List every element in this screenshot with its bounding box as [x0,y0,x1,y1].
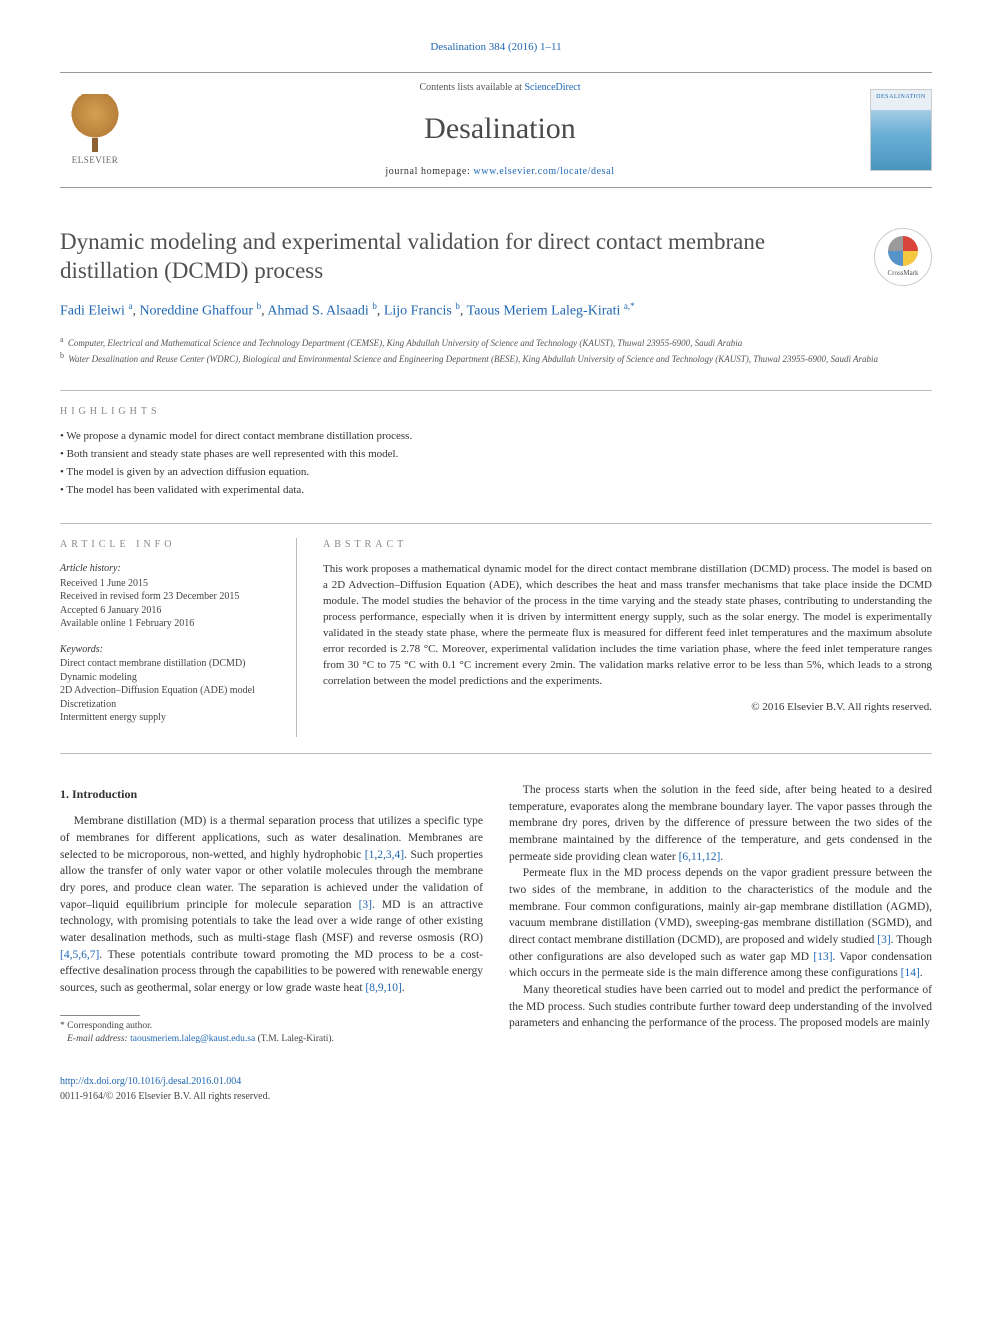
abstract-text: This work proposes a mathematical dynami… [323,562,932,690]
highlight-item: The model has been validated with experi… [60,483,932,499]
page-footer: http://dx.doi.org/10.1016/j.desal.2016.0… [60,1075,932,1104]
journal-name: Desalination [130,107,870,151]
email-author: (T.M. Laleg-Kirati). [258,1034,334,1044]
keywords-block: Keywords: Direct contact membrane distil… [60,643,270,725]
corresponding-footnote: * Corresponding author. E-mail address: … [60,1020,483,1048]
footnote-rule [60,1015,140,1016]
history-line: Accepted 6 January 2016 [60,604,270,618]
history-line: Received 1 June 2015 [60,577,270,591]
article-info-col: article info Article history: Received 1… [60,538,270,737]
author-link[interactable]: Lijo Francis [384,304,452,319]
author-affil-sup: b [372,301,377,311]
citation-link[interactable]: [8,9,10] [365,982,401,994]
author-affil-sup: b [257,301,262,311]
citation-link[interactable]: [3] [877,934,890,946]
homepage-link[interactable]: www.elsevier.com/locate/desal [473,166,614,177]
sciencedirect-link[interactable]: ScienceDirect [524,82,580,93]
abstract-copyright: © 2016 Elsevier B.V. All rights reserved… [323,700,932,716]
citation-link[interactable]: [6,11,12] [679,851,721,863]
affiliation-text: Computer, Electrical and Mathematical Sc… [68,338,742,348]
publisher-name: ELSEVIER [72,154,119,167]
email-label: E-mail address: [67,1034,128,1044]
affiliations: a Computer, Electrical and Mathematical … [60,334,932,365]
journal-reference: Desalination 384 (2016) 1–11 [60,40,932,56]
highlight-item: We propose a dynamic model for direct co… [60,429,932,445]
highlights-section: highlights We propose a dynamic model fo… [60,390,932,499]
body-text-run: . [920,967,923,979]
citation-link[interactable]: [1,2,3,4] [365,849,404,861]
affiliation-text: Water Desalination and Reuse Center (WDR… [68,354,878,364]
citation-link[interactable]: [14] [901,967,920,979]
body-text: 1. Introduction Membrane distillation (M… [60,782,932,1047]
info-abstract-row: article info Article history: Received 1… [60,523,932,754]
contents-line: Contents lists available at ScienceDirec… [130,81,870,96]
corresponding-marker: * [630,301,635,311]
title-row: Dynamic modeling and experimental valida… [60,228,932,286]
citation-link[interactable]: [4,5,6,7] [60,949,99,961]
cover-title: DESALINATION [871,93,931,102]
article-history: Article history: Received 1 June 2015 Re… [60,562,270,631]
affiliation-line: b Water Desalination and Reuse Center (W… [60,350,932,366]
header-center: Contents lists available at ScienceDirec… [130,81,870,180]
issn-copyright: 0011-9164/© 2016 Elsevier B.V. All right… [60,1090,932,1105]
body-paragraph: The process starts when the solution in … [509,782,932,865]
elsevier-tree-icon [70,94,120,144]
authors-line: Fadi Eleiwi a, Noreddine Ghaffour b, Ahm… [60,300,932,322]
body-text-run: . [720,851,723,863]
keyword: Intermittent energy supply [60,711,270,725]
email-link[interactable]: taousmeriem.laleg@kaust.edu.sa [130,1034,255,1044]
abstract-label: abstract [323,538,932,553]
section-heading: 1. Introduction [60,786,483,803]
email-line: E-mail address: taousmeriem.laleg@kaust.… [60,1033,483,1047]
journal-header: ELSEVIER Contents lists available at Sci… [60,72,932,189]
body-text-run: . [402,982,405,994]
body-paragraph: Many theoretical studies have been carri… [509,982,932,1032]
journal-cover-thumb: DESALINATION [870,89,932,171]
crossmark-label: CrossMark [887,268,918,278]
citation-link[interactable]: [13] [813,951,832,963]
highlights-list: We propose a dynamic model for direct co… [60,429,932,499]
body-paragraph: Membrane distillation (MD) is a thermal … [60,813,483,996]
contents-prefix: Contents lists available at [419,82,524,93]
keyword: Discretization [60,698,270,712]
highlight-item: The model is given by an advection diffu… [60,465,932,481]
abstract-col: abstract This work proposes a mathematic… [323,538,932,737]
highlight-item: Both transient and steady state phases a… [60,447,932,463]
citation-link[interactable]: [3] [359,899,372,911]
keyword: Direct contact membrane distillation (DC… [60,657,270,671]
keyword: Dynamic modeling [60,671,270,685]
author-link[interactable]: Noreddine Ghaffour [139,304,253,319]
affiliation-line: a Computer, Electrical and Mathematical … [60,334,932,350]
keyword: 2D Advection–Diffusion Equation (ADE) mo… [60,684,270,698]
author-affil-sup: b [455,301,460,311]
history-line: Available online 1 February 2016 [60,617,270,631]
keywords-head: Keywords: [60,643,270,657]
history-head: Article history: [60,562,270,576]
corr-label: * Corresponding author. [60,1020,483,1034]
author-link[interactable]: Taous Meriem Laleg-Kirati [467,304,621,319]
body-text-run: Permeate flux in the MD process depends … [509,867,932,946]
crossmark-icon [888,236,918,266]
author-affil-sup: a [128,301,132,311]
body-text-run: . These potentials contribute toward pro… [60,949,483,994]
history-line: Received in revised form 23 December 201… [60,590,270,604]
author-link[interactable]: Fadi Eleiwi [60,304,125,319]
author-link[interactable]: Ahmad S. Alsaadi [267,304,369,319]
body-paragraph: Permeate flux in the MD process depends … [509,865,932,982]
crossmark-badge[interactable]: CrossMark [874,228,932,286]
doi-link[interactable]: http://dx.doi.org/10.1016/j.desal.2016.0… [60,1076,241,1087]
article-info-label: article info [60,538,270,553]
homepage-line: journal homepage: www.elsevier.com/locat… [130,165,870,180]
elsevier-logo: ELSEVIER [60,90,130,170]
homepage-prefix: journal homepage: [385,166,473,177]
article-title: Dynamic modeling and experimental valida… [60,228,874,286]
column-divider [296,538,297,737]
highlights-label: highlights [60,405,932,420]
